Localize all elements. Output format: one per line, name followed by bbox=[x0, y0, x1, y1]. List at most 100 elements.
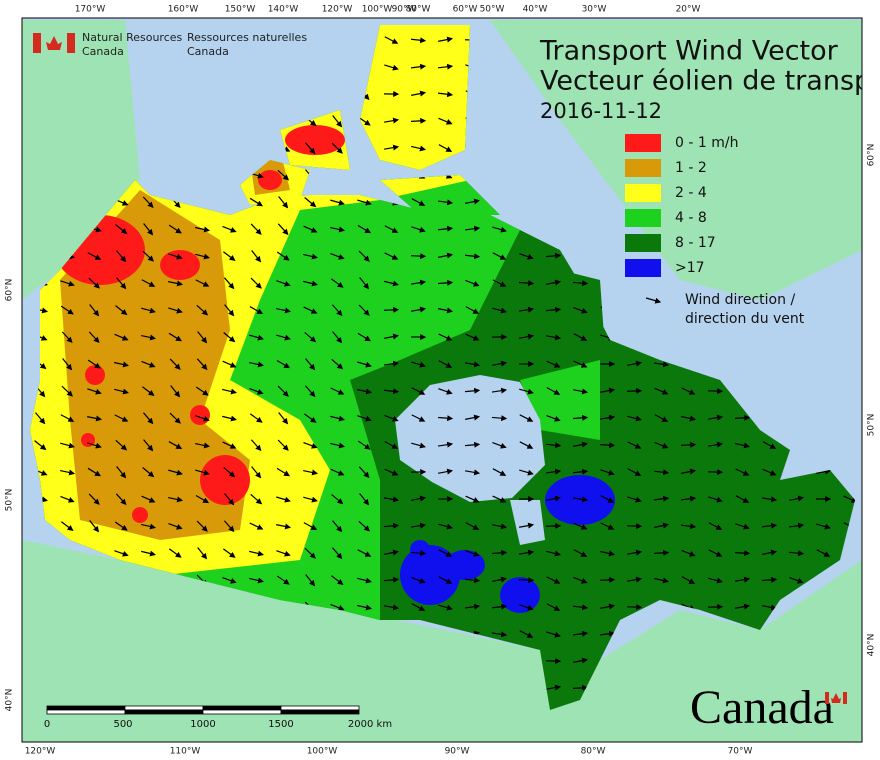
wind-arrow bbox=[276, 467, 291, 477]
wind-arrow bbox=[761, 496, 778, 503]
wind-arrow bbox=[681, 549, 696, 557]
wind-arrow bbox=[599, 630, 616, 637]
wind-arrow bbox=[197, 331, 208, 344]
wind-arrow bbox=[168, 441, 183, 450]
wind-arrow bbox=[330, 387, 345, 395]
wind-arrow bbox=[491, 387, 508, 394]
wind-arrow bbox=[357, 415, 372, 422]
wind-arrow bbox=[546, 334, 562, 341]
scale-segment bbox=[46, 709, 126, 715]
wind-arrow bbox=[61, 331, 73, 344]
wind-arrow bbox=[142, 386, 155, 396]
graticule-label: 80°W bbox=[581, 747, 606, 757]
wind-arrow bbox=[681, 468, 697, 475]
graticule-label: 40°N bbox=[5, 689, 15, 712]
wind-arrow bbox=[197, 547, 208, 560]
wind-arrow bbox=[141, 523, 156, 530]
wind-arrow bbox=[357, 361, 372, 368]
wind-arrow bbox=[224, 493, 235, 506]
wind-arrow bbox=[572, 684, 589, 691]
wind-arrow bbox=[627, 441, 642, 449]
wind-arrow bbox=[87, 388, 102, 395]
graticule-label: 90°W bbox=[445, 747, 470, 757]
wind-arrow bbox=[816, 549, 831, 557]
wind-arrow bbox=[332, 331, 343, 344]
wind-arrow bbox=[438, 549, 453, 557]
wind-arrow bbox=[384, 225, 399, 233]
agency-name: Canada bbox=[82, 45, 124, 58]
wind-arrow bbox=[87, 467, 101, 477]
wind-arrow bbox=[383, 388, 400, 395]
wind-arrow bbox=[87, 415, 103, 422]
wind-arrow bbox=[573, 657, 589, 664]
wind-arrow bbox=[142, 412, 154, 425]
legend-label: >17 bbox=[675, 260, 705, 276]
legend-arrow bbox=[645, 297, 662, 304]
wind-arrow bbox=[410, 279, 427, 286]
wind-arrow bbox=[331, 358, 344, 370]
graticule-label: 120°W bbox=[322, 5, 353, 15]
wind-arrow bbox=[249, 522, 264, 530]
wind-arrow bbox=[222, 576, 237, 584]
wind-arrow bbox=[115, 305, 128, 316]
wind-arrow bbox=[681, 576, 696, 584]
wind-arrow bbox=[384, 117, 400, 124]
wind-arrow bbox=[168, 253, 183, 260]
wind-arrow bbox=[115, 493, 127, 506]
wind-arrow bbox=[572, 496, 589, 503]
wind-arrow bbox=[249, 550, 264, 557]
wind-arrow bbox=[438, 117, 453, 125]
wind-arrow bbox=[465, 522, 480, 530]
wind-arrow bbox=[303, 441, 318, 449]
wind-arrow bbox=[141, 334, 157, 341]
wind-arrow bbox=[114, 361, 130, 368]
wind-arrow bbox=[142, 196, 154, 209]
wind-arrow bbox=[519, 388, 534, 395]
wind-arrow bbox=[438, 252, 454, 259]
wind-arrow bbox=[276, 280, 291, 287]
wind-arrow bbox=[141, 360, 156, 368]
date: 2016-11-12 bbox=[540, 99, 662, 123]
graticule-label: 40°W bbox=[523, 5, 548, 15]
wind-arrow bbox=[303, 225, 318, 233]
wind-arrow bbox=[518, 577, 535, 584]
wind-arrow bbox=[277, 223, 289, 236]
wind-arrow bbox=[411, 306, 427, 313]
scale-segment bbox=[202, 709, 282, 715]
wind-arrow bbox=[60, 305, 74, 315]
wind-arrow bbox=[249, 306, 264, 315]
wind-arrow bbox=[464, 361, 481, 368]
legend-arrow-label: direction du vent bbox=[685, 311, 805, 327]
wind-arrow bbox=[573, 441, 589, 448]
wind-arrow bbox=[734, 414, 751, 421]
wind-arrow bbox=[762, 549, 778, 556]
wind-arrow bbox=[545, 306, 562, 313]
wind-arrow bbox=[114, 333, 129, 341]
wind-arrow bbox=[788, 550, 805, 557]
wind-arrow bbox=[491, 415, 508, 422]
legend-label: 8 - 17 bbox=[675, 235, 716, 251]
flag-bar bbox=[33, 33, 41, 53]
wind-arrow bbox=[464, 441, 481, 448]
wind-arrow bbox=[410, 522, 427, 529]
wind-arrow bbox=[411, 226, 426, 233]
wind-arrow bbox=[438, 576, 453, 584]
wind-arrow bbox=[761, 522, 778, 529]
wind-arrow bbox=[222, 548, 236, 558]
legend-arrow-label: Wind direction / bbox=[685, 292, 795, 308]
graticule-label: 20°W bbox=[676, 5, 701, 15]
scale-segment bbox=[280, 709, 360, 715]
scale-label: 1000 bbox=[190, 719, 215, 730]
wind-arrow bbox=[357, 549, 372, 557]
wind-arrow bbox=[600, 550, 616, 557]
wind-arrow bbox=[410, 37, 427, 44]
wind-arrow bbox=[330, 468, 345, 476]
wind-arrow bbox=[60, 414, 75, 422]
wind-arrow bbox=[141, 495, 156, 503]
wind-arrow bbox=[249, 197, 263, 207]
wind-arrow bbox=[383, 522, 400, 529]
wind-arrow bbox=[222, 441, 237, 449]
wind-arrow bbox=[250, 277, 262, 289]
wind-arrow bbox=[276, 334, 291, 341]
wind-arrow bbox=[519, 522, 535, 529]
